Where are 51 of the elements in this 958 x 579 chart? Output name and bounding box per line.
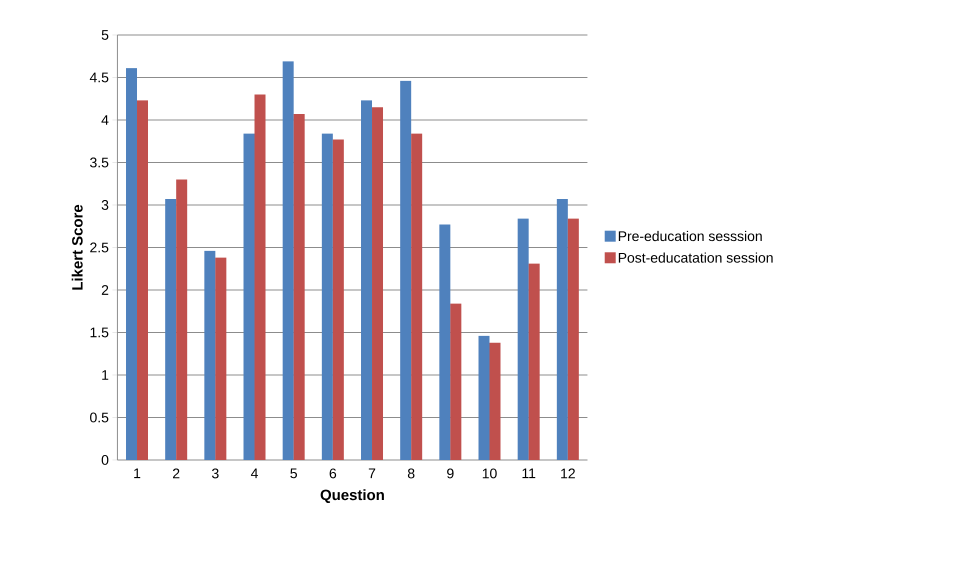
x-tick-label: 1 — [134, 468, 140, 478]
bar — [556, 199, 568, 460]
legend-label: Pre-education sesssion — [618, 230, 762, 242]
bar — [361, 100, 372, 460]
x-tick-label: 11 — [522, 468, 536, 478]
bar — [332, 140, 344, 460]
bar — [176, 179, 188, 460]
x-tick-label: 8 — [408, 468, 414, 478]
bar — [518, 218, 529, 460]
bar — [478, 336, 490, 460]
x-tick-label: 12 — [561, 468, 575, 478]
bar — [450, 304, 462, 460]
y-tick-label: 0 — [102, 455, 108, 465]
bar — [439, 224, 450, 460]
bar — [137, 100, 148, 460]
bar — [215, 258, 226, 460]
bar — [294, 114, 305, 460]
y-tick-label: 3.5 — [90, 158, 108, 168]
x-tick-label: 4 — [250, 468, 258, 478]
y-tick-label: 0.5 — [90, 412, 108, 422]
y-axis-title: Likert Score — [72, 204, 83, 290]
x-tick-label: 6 — [330, 468, 336, 478]
y-tick-label: 1 — [102, 370, 108, 380]
bar — [372, 107, 384, 460]
y-tick-label: 4 — [101, 115, 108, 125]
x-tick-label: 10 — [482, 468, 497, 478]
y-tick-label: 5 — [102, 30, 108, 40]
y-tick-label: 4.5 — [90, 72, 108, 82]
x-tick-label: 3 — [212, 468, 219, 478]
bar — [322, 134, 333, 460]
y-tick-label: 2.5 — [90, 242, 108, 252]
bar — [204, 250, 216, 460]
x-tick-label: 7 — [368, 468, 376, 478]
bar — [244, 134, 255, 460]
x-axis-title: Question — [320, 489, 384, 503]
bar — [568, 218, 579, 460]
x-tick-label: 2 — [173, 468, 180, 478]
bar — [528, 264, 540, 460]
y-tick-label: 1.5 — [90, 328, 108, 338]
bar — [126, 68, 138, 460]
bar — [400, 80, 412, 460]
bar — [165, 199, 176, 460]
bar — [282, 61, 294, 460]
legend-label: Post-educatation session — [618, 252, 773, 263]
y-tick-label: 3 — [102, 200, 108, 210]
bar — [411, 134, 422, 460]
y-tick-label: 2 — [102, 285, 108, 295]
x-tick-label: 5 — [290, 468, 297, 478]
x-tick-label: 9 — [447, 468, 454, 478]
bar — [490, 342, 501, 460]
bar — [254, 94, 266, 460]
